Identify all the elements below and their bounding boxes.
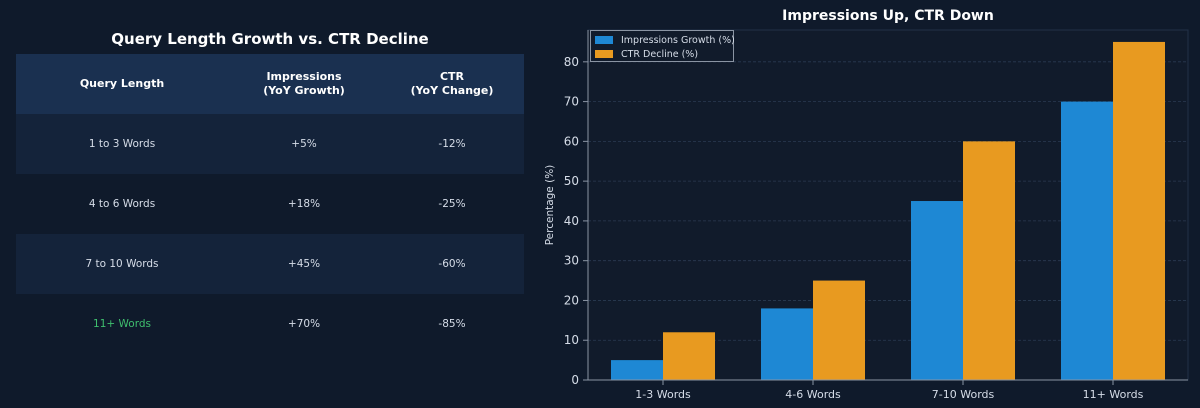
table-header-row: Query Length Impressions (YoY Growth) CT… — [16, 54, 524, 114]
ctr-bar — [663, 332, 715, 380]
x-tick-label: 11+ Words — [1083, 388, 1144, 401]
impressions-bar — [1061, 101, 1113, 380]
header-ctr-line1: CTR — [439, 70, 465, 83]
y-tick-label: 80 — [564, 55, 579, 69]
legend-item-impressions: Impressions Growth (%) — [595, 34, 735, 46]
comparison-table: Query Length Impressions (YoY Growth) CT… — [16, 54, 524, 354]
header-impressions-line2: (YoY Growth) — [263, 84, 345, 97]
legend-label-impressions: Impressions Growth (%) — [621, 34, 735, 46]
query-length-cell: 7 to 10 Words — [85, 258, 159, 270]
header-query-length: Query Length — [79, 77, 165, 90]
y-axis-label: Percentage (%) — [544, 165, 556, 246]
legend-item-ctr: CTR Decline (%) — [595, 48, 698, 60]
table-row: 7 to 10 Words +45% -60% — [16, 234, 524, 294]
ctr-cell: -12% — [438, 138, 466, 150]
tick-labels: 0 10 20 30 40 50 60 70 80 1-3 Words 4-6 Words 7-10 … — [564, 55, 1144, 401]
legend-swatch-impressions — [595, 36, 613, 44]
y-tick-label: 0 — [571, 373, 579, 387]
y-tick-label: 10 — [564, 333, 579, 347]
header-ctr-line2: (YoY Change) — [410, 84, 494, 97]
query-length-cell: 11+ Words — [93, 318, 151, 330]
bars — [611, 41, 1165, 380]
ctr-cell: -60% — [438, 258, 466, 270]
table-row: 1 to 3 Words +5% -12% — [16, 114, 524, 174]
axes — [587, 30, 1188, 381]
impressions-bar — [761, 308, 813, 380]
table-row: 11+ Words +70% -85% — [16, 294, 524, 354]
y-tick-label: 30 — [564, 254, 579, 268]
ctr-cell: -85% — [438, 318, 466, 330]
x-tick-label: 1-3 Words — [635, 388, 691, 401]
y-tick-label: 70 — [564, 95, 579, 109]
legend-label-ctr: CTR Decline (%) — [621, 48, 699, 60]
ctr-bar — [813, 280, 865, 380]
header-impressions-line1: Impressions — [266, 70, 342, 83]
ctr-cell: -25% — [438, 198, 466, 210]
ctr-bar — [963, 141, 1015, 380]
impressions-cell: +5% — [291, 138, 317, 150]
y-tick-label: 60 — [564, 134, 579, 148]
legend-swatch-ctr — [595, 50, 613, 58]
y-tick-label: 40 — [564, 214, 579, 228]
impressions-cell: +70% — [287, 318, 321, 330]
query-length-cell: 4 to 6 Words — [88, 198, 156, 210]
y-tick-label: 20 — [564, 293, 579, 307]
x-tick-label: 7-10 Words — [932, 388, 995, 401]
x-tick-label: 4-6 Words — [785, 388, 841, 401]
impressions-bar — [911, 201, 963, 380]
y-tick-label: 50 — [564, 174, 579, 188]
impressions-cell: +45% — [287, 258, 321, 270]
table-row: 4 to 6 Words +18% -25% — [16, 174, 524, 234]
table-title: Query Length Growth vs. CTR Decline — [111, 30, 429, 48]
impressions-cell: +18% — [287, 198, 321, 210]
impressions-bar — [611, 360, 663, 380]
ctr-bar — [1113, 41, 1165, 380]
chart-title: Impressions Up, CTR Down — [782, 8, 994, 24]
header-impressions: Impressions (YoY Growth) — [228, 54, 380, 114]
query-length-cell: 1 to 3 Words — [88, 138, 156, 150]
chart-legend: Impressions Growth (%) CTR Decline (%) — [590, 30, 735, 62]
header-ctr: CTR (YoY Change) — [380, 54, 524, 114]
